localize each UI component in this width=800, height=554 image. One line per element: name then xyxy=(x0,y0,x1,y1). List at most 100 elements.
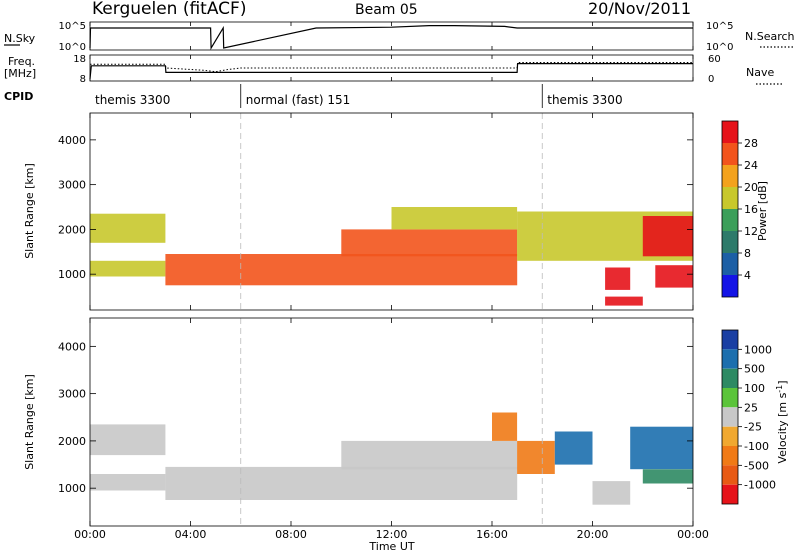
velocity-colorbar-tick-label: -1000 xyxy=(744,479,776,492)
cpid-segment-label: normal (fast) 151 xyxy=(246,93,350,107)
power-colorbar-tick-label: 28 xyxy=(744,137,758,150)
power-cell xyxy=(391,207,518,230)
power-colorbar-swatch xyxy=(722,121,738,143)
velocity-colorbar-swatch xyxy=(722,446,738,466)
nsearch-label: N.Search xyxy=(745,30,795,43)
velocity-colorbar-swatch xyxy=(722,368,738,388)
velocity-colorbar-swatch xyxy=(722,349,738,369)
nsky-panel: N.Sky 10^5 10^0 10^5 10^0 N.Search xyxy=(4,21,795,53)
cpid-row: CPID themis 3300 normal (fast) 151 themis … xyxy=(4,84,623,108)
velocity-colorbar-label: Velocity [m s-1] xyxy=(775,380,790,463)
velocity-y-tick-label: 2000 xyxy=(58,435,86,448)
velocity-cell xyxy=(492,412,518,441)
velocity-cell xyxy=(592,481,631,505)
freq-label-2: [MHz] xyxy=(4,67,36,80)
nave-label: Nave xyxy=(746,66,774,79)
cpid-label: CPID xyxy=(4,90,33,103)
time-tick-label: 00:00 xyxy=(677,528,709,541)
velocity-unit-tail: ] xyxy=(776,380,789,384)
velocity-y-tick-label: 3000 xyxy=(58,388,86,401)
velocity-y-tick-label: 1000 xyxy=(58,482,86,495)
time-tick-label: 12:00 xyxy=(376,528,408,541)
velocity-colorbar-tick-label: -25 xyxy=(744,421,762,434)
velocity-y-tick-label: 4000 xyxy=(58,340,86,353)
velocity-cell xyxy=(517,440,555,474)
velocity-colorbar-swatch xyxy=(722,426,738,446)
nsearch-tick-high: 10^5 xyxy=(706,21,733,32)
freq-line xyxy=(89,62,693,80)
velocity-cell xyxy=(630,426,693,470)
power-panel: 1000 2000 3000 4000 Slant Range [km] 28 24 20… xyxy=(23,112,769,311)
power-colorbar-swatch xyxy=(722,231,738,253)
velocity-cell xyxy=(90,474,166,491)
power-colorbar-tick-label: 4 xyxy=(744,269,751,282)
beam-title: Beam 05 xyxy=(355,2,418,18)
velocity-panel: 1000 2000 3000 4000 Slant Range [km] 1000 50… xyxy=(23,317,790,527)
velocity-colorbar-swatch xyxy=(722,407,738,427)
nave-line xyxy=(90,62,693,73)
power-cell xyxy=(605,267,631,290)
velocity-colorbar-tick-label: -500 xyxy=(744,459,769,472)
station-title: Kerguelen (fitACF) xyxy=(92,0,246,19)
time-tick-label: 04:00 xyxy=(175,528,207,541)
velocity-heatmap xyxy=(90,318,694,526)
power-heatmap xyxy=(90,113,694,310)
velocity-colorbar-swatch xyxy=(722,388,738,408)
power-cell xyxy=(90,260,166,277)
nsky-label: N.Sky xyxy=(4,32,36,45)
velocity-ylabel: Slant Range [km] xyxy=(23,374,36,470)
power-y-tick-label: 3000 xyxy=(58,179,86,192)
nsky-frame xyxy=(89,21,694,51)
power-colorbar: 28 24 20 16 12 8 4 xyxy=(721,120,758,298)
power-colorbar-tick-label: 8 xyxy=(744,247,751,260)
power-colorbar-swatch xyxy=(722,165,738,187)
cpid-segment-label: themis 3300 xyxy=(95,93,170,107)
velocity-colorbar-tick-label: 500 xyxy=(744,363,765,376)
velocity-cell xyxy=(165,466,518,500)
freq-panel: Freq. [MHz] 18 8 60 0 Nave xyxy=(4,54,782,85)
power-cell xyxy=(605,296,643,306)
velocity-y-axis: 1000 2000 3000 4000 xyxy=(58,340,693,495)
velocity-colorbar-swatch xyxy=(722,330,738,350)
velocity-unit-exponent: -1 xyxy=(775,385,784,393)
velocity-cell xyxy=(341,440,518,470)
power-colorbar-swatch xyxy=(722,275,738,297)
nsky-line xyxy=(89,25,693,51)
power-colorbar-swatch xyxy=(722,209,738,231)
power-cell xyxy=(642,216,694,257)
time-tick-label: 20:00 xyxy=(577,528,609,541)
nave-tick-high: 60 xyxy=(708,54,721,65)
velocity-cell xyxy=(90,424,166,456)
velocity-cell xyxy=(554,431,593,465)
power-y-tick-label: 4000 xyxy=(58,134,86,147)
time-axis: 00:00 04:00 08:00 12:00 16:00 20:00 00:00 xyxy=(74,22,709,541)
nsky-tick-high: 10^5 xyxy=(59,21,86,32)
power-colorbar-swatch xyxy=(722,187,738,209)
velocity-colorbar-tick-label: 100 xyxy=(744,382,765,395)
power-colorbar-tick-label: 24 xyxy=(744,159,758,172)
power-colorbar-tick-label: 20 xyxy=(744,181,758,194)
time-tick-label: 00:00 xyxy=(74,528,106,541)
power-ylabel: Slant Range [km] xyxy=(23,163,36,259)
power-y-axis: 1000 2000 3000 4000 xyxy=(58,134,693,281)
power-colorbar-tick-label: 16 xyxy=(744,203,758,216)
velocity-colorbar-frame xyxy=(721,329,739,505)
date-title: 20/Nov/2011 xyxy=(588,0,691,18)
power-cell xyxy=(655,265,693,288)
power-colorbar-swatch xyxy=(722,143,738,165)
freq-tick-high: 18 xyxy=(73,54,86,65)
time-axis-label: Time UT xyxy=(368,540,414,553)
freq-label-1: Freq. xyxy=(8,55,35,68)
freq-tick-low: 8 xyxy=(80,74,86,85)
velocity-colorbar-tick-label: 1000 xyxy=(744,343,772,356)
power-colorbar-tick-label: 12 xyxy=(744,225,758,238)
velocity-colorbar: 1000 500 100 25 -25 -100 -500 -1000 xyxy=(721,329,776,505)
power-cell xyxy=(165,254,518,286)
power-colorbar-swatch xyxy=(722,253,738,275)
velocity-cell xyxy=(642,469,694,484)
power-colorbar-label: Power [dB] xyxy=(756,181,769,241)
power-cell xyxy=(341,229,518,257)
power-y-tick-label: 2000 xyxy=(58,223,86,236)
nsearch-tick-low: 10^0 xyxy=(706,42,733,53)
